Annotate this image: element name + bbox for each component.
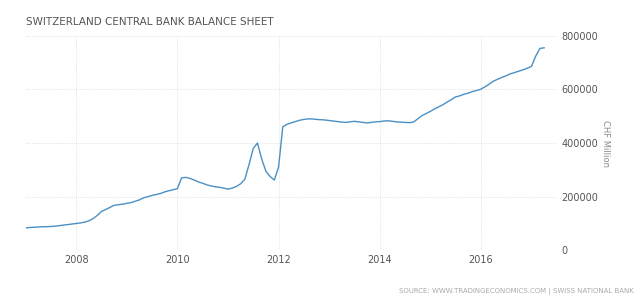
Text: SWITZERLAND CENTRAL BANK BALANCE SHEET: SWITZERLAND CENTRAL BANK BALANCE SHEET bbox=[26, 17, 273, 27]
Y-axis label: CHF Million: CHF Million bbox=[601, 119, 610, 167]
Text: SOURCE: WWW.TRADINGECONOMICS.COM | SWISS NATIONAL BANK: SOURCE: WWW.TRADINGECONOMICS.COM | SWISS… bbox=[399, 288, 634, 295]
